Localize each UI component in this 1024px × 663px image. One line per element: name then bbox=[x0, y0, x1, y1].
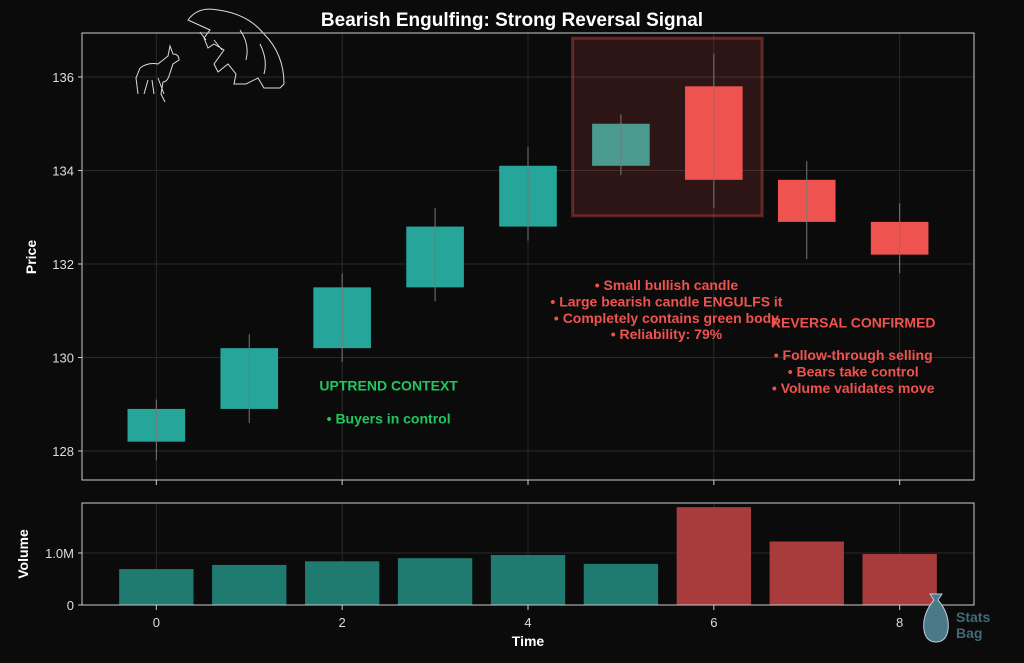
annotation-uptrend_body: • Buyers in control bbox=[327, 410, 451, 426]
x-tick-label: 2 bbox=[339, 615, 346, 630]
annotation-uptrend_title: UPTREND CONTEXT bbox=[319, 378, 458, 394]
y-tick-label: 1.0M bbox=[45, 546, 74, 561]
price-y-ticks: 128 130 132 134 136 bbox=[52, 70, 82, 459]
annotation-reversal_3: • Volume validates move bbox=[772, 380, 935, 396]
annotation-pattern_3: • Completely contains green body bbox=[554, 310, 779, 326]
price-axes-frame bbox=[81, 32, 975, 481]
volume-y-ticks: 0 1.0M bbox=[45, 546, 82, 613]
annotation-pattern_1: • Small bullish candle bbox=[595, 277, 739, 293]
money-bag-icon bbox=[923, 593, 949, 643]
y-tick-label: 130 bbox=[52, 350, 74, 365]
volume-bar bbox=[397, 558, 473, 605]
volume-bar bbox=[769, 541, 844, 605]
watermark-text: Stats Bag bbox=[956, 609, 990, 641]
y-tick-label: 132 bbox=[52, 257, 74, 272]
bear-deer-logo bbox=[135, 8, 285, 103]
annotation-pattern_4: • Reliability: 79% bbox=[611, 326, 723, 342]
x-tick-label: 4 bbox=[524, 615, 531, 630]
deer-icon bbox=[135, 44, 180, 103]
stats-bag-watermark: Stats Bag bbox=[923, 593, 990, 643]
x-ticks: 0 2 4 6 8 bbox=[153, 605, 903, 630]
annotations: UPTREND CONTEXT • Buyers in control • Smal… bbox=[319, 277, 935, 426]
bear-icon bbox=[187, 8, 285, 89]
annotation-reversal_1: • Follow-through selling bbox=[774, 347, 933, 363]
chart-title: Bearish Engulfing: Strong Reversal Signa… bbox=[321, 10, 703, 31]
x-tick-label: 8 bbox=[896, 615, 903, 630]
annotation-reversal_2: • Bears take control bbox=[788, 364, 919, 380]
volume-bar bbox=[212, 564, 287, 605]
volume-axis-label: Volume bbox=[15, 529, 31, 579]
y-tick-label: 136 bbox=[52, 70, 74, 85]
volume-bar bbox=[305, 561, 380, 605]
price-axis-label: Price bbox=[23, 240, 39, 274]
x-tick-label: 0 bbox=[153, 615, 160, 630]
volume-bar bbox=[862, 554, 937, 605]
y-tick-label: 128 bbox=[52, 444, 74, 459]
y-tick-label: 134 bbox=[52, 163, 74, 178]
x-axis-label: Time bbox=[512, 633, 545, 649]
volume-bar bbox=[119, 569, 194, 605]
annotation-pattern_2: • Large bearish candle ENGULFS it bbox=[550, 293, 782, 309]
annotation-reversal_title: REVERSAL CONFIRMED bbox=[771, 314, 936, 330]
volume-bars bbox=[119, 507, 937, 605]
y-tick-label: 0 bbox=[67, 598, 74, 613]
x-tick-label: 6 bbox=[710, 615, 717, 630]
volume-bar bbox=[490, 555, 566, 605]
candles bbox=[127, 53, 929, 461]
volume-bar bbox=[676, 507, 751, 605]
volume-bar bbox=[583, 563, 659, 605]
